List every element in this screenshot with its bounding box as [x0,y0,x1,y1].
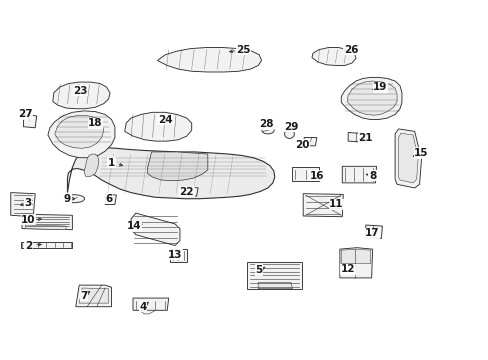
Polygon shape [55,115,103,148]
Text: 29: 29 [283,122,298,132]
Text: 25: 25 [236,45,250,55]
Text: 14: 14 [127,221,142,231]
Polygon shape [67,148,274,199]
Polygon shape [105,194,116,204]
Text: 9: 9 [64,194,71,204]
Polygon shape [258,283,292,289]
Text: 26: 26 [343,45,358,55]
Text: 15: 15 [413,148,428,158]
Text: 18: 18 [88,118,102,128]
Text: 17: 17 [365,228,379,238]
Polygon shape [139,310,155,314]
Ellipse shape [262,127,273,134]
Polygon shape [157,48,261,72]
Polygon shape [76,285,111,307]
Text: 11: 11 [328,199,343,210]
Text: 1: 1 [108,158,115,168]
Polygon shape [365,225,382,238]
Text: 16: 16 [309,171,324,181]
Ellipse shape [64,195,84,203]
Text: 6: 6 [105,194,112,204]
Polygon shape [342,166,376,183]
Text: 27: 27 [18,109,33,120]
Text: 22: 22 [179,186,194,197]
Text: 2: 2 [25,240,32,251]
Polygon shape [133,298,168,310]
Text: 3: 3 [24,198,31,208]
Polygon shape [292,167,318,181]
Ellipse shape [284,129,294,138]
Polygon shape [346,81,396,115]
Polygon shape [20,242,72,248]
Polygon shape [25,112,33,116]
Polygon shape [25,225,66,230]
Text: 19: 19 [372,82,387,92]
Polygon shape [23,114,37,128]
Polygon shape [398,133,417,183]
Text: 28: 28 [259,119,273,129]
Polygon shape [79,288,108,303]
Polygon shape [339,248,372,278]
Polygon shape [186,186,198,196]
Polygon shape [341,249,370,264]
Text: 7: 7 [80,291,88,301]
Polygon shape [124,112,191,141]
Polygon shape [53,82,110,109]
Polygon shape [394,129,421,188]
Text: 13: 13 [167,250,182,260]
Text: 23: 23 [73,86,88,96]
Text: 12: 12 [340,264,355,274]
Polygon shape [147,152,207,181]
Polygon shape [246,262,302,289]
Text: 10: 10 [21,215,36,225]
Polygon shape [22,214,72,230]
Polygon shape [11,193,35,217]
Polygon shape [84,154,99,176]
Polygon shape [341,77,401,120]
Text: 21: 21 [358,132,372,143]
Polygon shape [303,194,343,217]
Text: 8: 8 [368,171,375,181]
Polygon shape [131,213,180,246]
Polygon shape [170,249,186,262]
Polygon shape [48,111,115,158]
Text: 5: 5 [255,265,262,275]
Polygon shape [311,48,355,66]
Text: 4: 4 [139,302,146,312]
Text: 24: 24 [158,114,172,125]
Polygon shape [304,138,316,146]
Text: 20: 20 [294,140,309,150]
Polygon shape [347,132,367,142]
